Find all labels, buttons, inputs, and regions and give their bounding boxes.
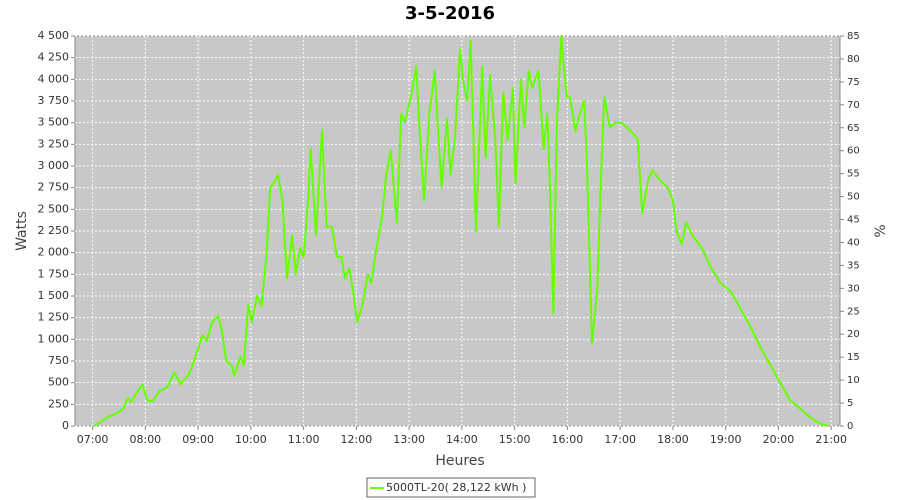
y-tick-label: 2 250 <box>38 224 70 237</box>
y2-tick-label: 80 <box>847 54 860 65</box>
y-tick-label: 1 750 <box>38 267 70 280</box>
x-tick-label: 09:00 <box>182 433 214 446</box>
y-tick-label: 4 250 <box>38 51 70 64</box>
y2-tick-label: 10 <box>847 375 860 386</box>
x-tick-label: 13:00 <box>393 433 425 446</box>
y-tick-label: 0 <box>62 419 69 432</box>
y-tick-label: 3 750 <box>38 94 70 107</box>
y-tick-label: 1 500 <box>38 289 70 302</box>
y-tick-label: 3 000 <box>38 159 70 172</box>
y2-tick-label: 75 <box>847 77 860 88</box>
y2-tick-label: 85 <box>847 31 860 42</box>
y2-tick-label: 60 <box>847 146 860 157</box>
y-tick-label: 250 <box>48 397 69 410</box>
chart-title: 3-5-2016 <box>405 3 495 24</box>
legend-label: 5000TL-20( 28,122 kWh ) <box>386 481 526 494</box>
legend-box <box>366 477 536 498</box>
x-tick-label: 14:00 <box>446 433 478 446</box>
y-tick-label: 2 500 <box>38 202 70 215</box>
y2-tick-label: 30 <box>847 283 860 294</box>
x-tick-label: 20:00 <box>763 433 795 446</box>
y-tick-label: 500 <box>48 376 69 389</box>
x-tick-label: 12:00 <box>341 433 373 446</box>
x-tick-label: 16:00 <box>552 433 584 446</box>
y2-tick-label: 70 <box>847 100 860 111</box>
y2-tick-label: 40 <box>847 237 860 248</box>
y-tick-label: 2 750 <box>38 181 70 194</box>
x-tick-label: 21:00 <box>815 433 847 446</box>
y-tick-label: 1 250 <box>38 311 70 324</box>
x-tick-label: 08:00 <box>129 433 161 446</box>
y-axis-label: Watts <box>14 211 30 251</box>
y-tick-label: 2 000 <box>38 246 70 259</box>
x-tick-label: 19:00 <box>710 433 742 446</box>
y2-tick-label: 15 <box>847 352 860 363</box>
y2-tick-label: 45 <box>847 215 860 226</box>
y-tick-label: 4 000 <box>38 72 70 85</box>
y2-tick-label: 35 <box>847 260 860 271</box>
x-axis-label: Heures <box>435 453 484 469</box>
y2-tick-label: 50 <box>847 192 860 203</box>
y-tick-label: 1 000 <box>38 332 70 345</box>
y2-tick-label: 55 <box>847 169 860 180</box>
y-tick-label: 750 <box>48 354 69 367</box>
x-tick-label: 17:00 <box>604 433 636 446</box>
x-tick-label: 07:00 <box>77 433 109 446</box>
x-tick-label: 15:00 <box>499 433 531 446</box>
y2-tick-label: 5 <box>847 398 853 409</box>
line <box>93 35 829 427</box>
y2-tick-label: 25 <box>847 306 860 317</box>
y2-tick-label: 0 <box>847 421 853 432</box>
y2-axis-label: % <box>873 224 889 237</box>
y-tick-label: 3 250 <box>38 137 70 150</box>
x-tick-label: 11:00 <box>288 433 320 446</box>
y2-tick-label: 65 <box>847 123 860 134</box>
y2-tick-label: 20 <box>847 329 860 340</box>
x-tick-label: 10:00 <box>235 433 267 446</box>
y-tick-label: 4 500 <box>38 29 70 42</box>
x-tick-label: 18:00 <box>657 433 689 446</box>
y-tick-label: 3 500 <box>38 116 70 129</box>
